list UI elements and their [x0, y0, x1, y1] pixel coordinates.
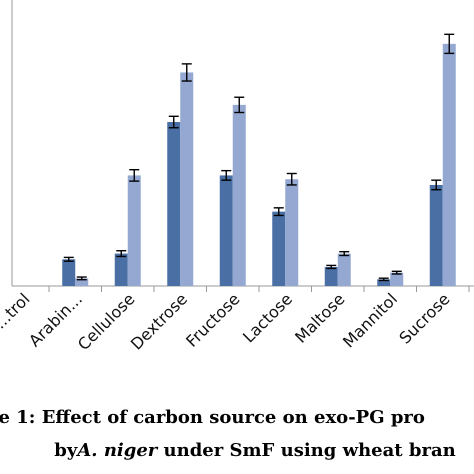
x-tick-label-mannitol: Mannitol	[339, 289, 401, 351]
bar-cellulose-series-2	[127, 175, 141, 286]
caption-suffix: under SmF using wheat bran	[157, 440, 456, 461]
bar-sucrose-series-1	[429, 184, 443, 286]
bar-arabinose-series-2	[75, 278, 89, 286]
caption-prefix: by	[54, 440, 78, 461]
figure-caption-line-2: byA. niger under SmF using wheat bran	[18, 440, 474, 461]
error-bar-arabinose-series-2	[76, 276, 87, 281]
bar-dextrose-series-1	[167, 122, 181, 286]
x-tick-label-cellulose: Cellulose	[74, 289, 139, 354]
error-bar-dextrose-series-1	[168, 115, 179, 129]
figure-caption-line-1: re 1: Effect of carbon source on exo-PG …	[0, 407, 425, 428]
caption-organism: A. niger	[77, 440, 158, 461]
bar-arabinose-series-1	[62, 259, 76, 286]
error-bar-sucrose-series-2	[444, 33, 455, 55]
error-bar-cellulose-series-2	[129, 168, 140, 182]
bar-mannitol-series-1	[377, 279, 391, 286]
bar-fructose-series-1	[219, 175, 233, 286]
error-bar-mannitol-series-1	[378, 277, 389, 282]
error-bar-sucrose-series-1	[431, 179, 442, 191]
error-bar-lactose-series-1	[273, 207, 284, 217]
error-bar-maltose-series-2	[339, 250, 350, 257]
x-tick-label-lactose: Lactose	[239, 289, 296, 346]
bar-dextrose-series-2	[180, 72, 194, 286]
error-bar-mannitol-series-2	[391, 270, 402, 275]
bar-cellulose-series-1	[114, 253, 128, 286]
bar-mannitol-series-2	[390, 272, 404, 286]
error-bar-maltose-series-1	[326, 264, 337, 270]
x-tick-label-sucrose: Sucrose	[395, 289, 453, 347]
x-tick-label-fructose: Fructose	[182, 289, 243, 350]
bar-maltose-series-1	[324, 266, 338, 286]
error-bar-marks	[63, 33, 455, 282]
bar-marks	[62, 43, 456, 286]
bar-fructose-series-2	[232, 104, 246, 286]
error-bar-arabinose-series-1	[63, 256, 74, 262]
x-tick-label-dextrose: Dextrose	[127, 289, 191, 353]
error-bar-fructose-series-2	[234, 96, 245, 114]
x-ticks	[48, 286, 470, 292]
bar-sucrose-series-2	[442, 43, 456, 286]
bar-lactose-series-1	[272, 211, 286, 286]
error-bar-cellulose-series-1	[116, 250, 127, 258]
x-tick-label-control: ...trol	[0, 289, 34, 332]
error-bar-dextrose-series-2	[181, 63, 192, 82]
bar-lactose-series-2	[285, 179, 299, 286]
bar-maltose-series-2	[337, 253, 351, 286]
error-bar-fructose-series-1	[221, 169, 232, 181]
error-bar-lactose-series-2	[286, 172, 297, 186]
category-tick-labels: ...trolArabin...CelluloseDextroseFructos…	[0, 289, 454, 354]
